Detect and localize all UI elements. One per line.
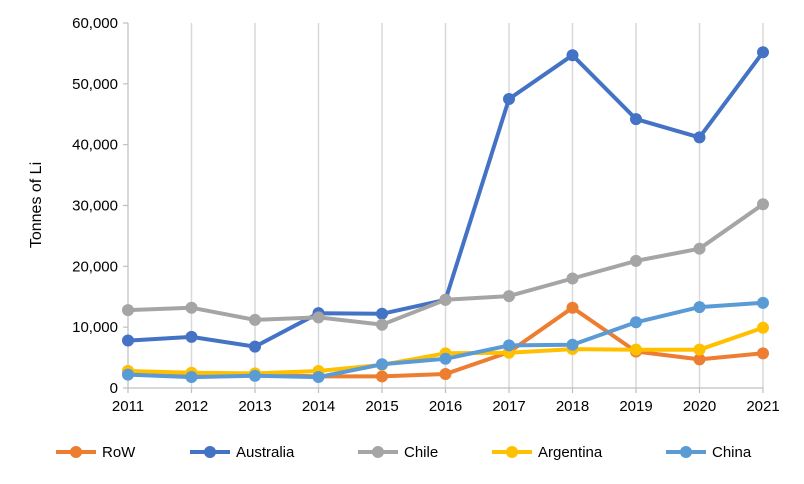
x-tick-label: 2016 bbox=[429, 398, 462, 415]
data-point-china-2014 bbox=[312, 371, 325, 384]
y-tick-label: 0 bbox=[110, 380, 118, 397]
data-point-australia-2017 bbox=[503, 93, 515, 106]
y-tick-label: 60,000 bbox=[72, 15, 118, 32]
data-point-argentina-2019 bbox=[630, 343, 642, 356]
data-point-australia-2011 bbox=[122, 334, 134, 347]
legend-swatch-marker bbox=[372, 446, 384, 458]
data-point-china-2021 bbox=[757, 296, 769, 309]
x-tick-label: 2019 bbox=[619, 398, 652, 415]
x-tick-label: 2015 bbox=[365, 398, 398, 415]
data-point-chile-2021 bbox=[757, 198, 769, 211]
data-point-row-2020 bbox=[693, 353, 706, 366]
data-point-china-2016 bbox=[439, 352, 452, 365]
legend-swatch-marker bbox=[680, 446, 692, 458]
data-point-chile-2012 bbox=[185, 301, 198, 314]
axes bbox=[123, 22, 764, 393]
data-point-chile-2011 bbox=[122, 304, 134, 317]
data-point-australia-2012 bbox=[185, 330, 198, 343]
data-point-china-2020 bbox=[693, 301, 706, 314]
data-point-chile-2014 bbox=[312, 311, 325, 324]
series-layer bbox=[122, 46, 769, 384]
data-point-chile-2013 bbox=[249, 313, 261, 326]
data-point-china-2015 bbox=[376, 358, 388, 371]
data-point-row-2016 bbox=[439, 368, 452, 381]
y-tick-label: 50,000 bbox=[72, 76, 118, 93]
legend-swatch-marker bbox=[70, 446, 82, 458]
legend-item-australia: Australia bbox=[190, 444, 295, 461]
data-point-chile-2015 bbox=[376, 318, 388, 331]
data-point-row-2021 bbox=[757, 347, 769, 360]
y-tick-label: 40,000 bbox=[72, 137, 118, 154]
tick-labels: 0 10,000 20,000 30,000 40,000 50,000 60,000 201… bbox=[72, 15, 780, 415]
x-tick-label: 2014 bbox=[302, 398, 335, 415]
data-point-australia-2018 bbox=[566, 49, 579, 62]
data-point-argentina-2021 bbox=[757, 321, 769, 334]
data-point-chile-2019 bbox=[630, 254, 642, 267]
legend-item-argentina: Argentina bbox=[492, 444, 603, 461]
x-tick-label: 2011 bbox=[112, 398, 144, 415]
data-point-row-2018 bbox=[566, 301, 579, 314]
data-point-china-2011 bbox=[122, 368, 134, 381]
series-china bbox=[122, 296, 769, 384]
data-point-row-2015 bbox=[376, 370, 388, 383]
data-point-china-2012 bbox=[185, 371, 198, 384]
x-tick-label: 2018 bbox=[556, 398, 589, 415]
y-tick-label: 30,000 bbox=[72, 198, 118, 215]
series-chile bbox=[122, 198, 769, 331]
data-point-chile-2017 bbox=[503, 290, 515, 303]
legend-label: Chile bbox=[404, 444, 438, 461]
data-point-chile-2020 bbox=[693, 242, 706, 255]
data-point-argentina-2020 bbox=[693, 343, 706, 356]
legend-label: Argentina bbox=[538, 444, 603, 461]
legend-swatch-marker bbox=[506, 446, 518, 458]
x-tick-label: 2017 bbox=[492, 398, 525, 415]
data-point-australia-2021 bbox=[757, 46, 769, 59]
x-tick-label: 2013 bbox=[238, 398, 271, 415]
x-tick-label: 2020 bbox=[683, 398, 716, 415]
x-tick-label: 2012 bbox=[175, 398, 208, 415]
y-axis-title: Tonnes of Li bbox=[28, 162, 45, 248]
data-point-china-2018 bbox=[566, 338, 579, 351]
legend-label: RoW bbox=[102, 444, 136, 461]
data-point-chile-2016 bbox=[439, 293, 452, 306]
data-point-australia-2015 bbox=[376, 307, 388, 320]
data-point-australia-2020 bbox=[693, 131, 706, 144]
data-point-chile-2018 bbox=[566, 272, 579, 285]
data-point-china-2017 bbox=[503, 339, 515, 352]
data-point-china-2019 bbox=[630, 316, 642, 329]
y-tick-label: 20,000 bbox=[72, 258, 118, 275]
data-point-china-2013 bbox=[249, 369, 261, 382]
legend: RoW Australia Chile Argentina China bbox=[56, 444, 752, 461]
data-point-australia-2013 bbox=[249, 340, 261, 353]
data-point-australia-2019 bbox=[630, 113, 642, 126]
legend-label: China bbox=[712, 444, 752, 461]
legend-item-row: RoW bbox=[56, 444, 136, 461]
legend-label: Australia bbox=[236, 444, 295, 461]
legend-item-china: China bbox=[666, 444, 752, 461]
x-tick-label: 2021 bbox=[746, 398, 779, 415]
y-tick-label: 10,000 bbox=[72, 319, 118, 336]
legend-swatch-marker bbox=[204, 446, 216, 458]
legend-item-chile: Chile bbox=[358, 444, 438, 461]
